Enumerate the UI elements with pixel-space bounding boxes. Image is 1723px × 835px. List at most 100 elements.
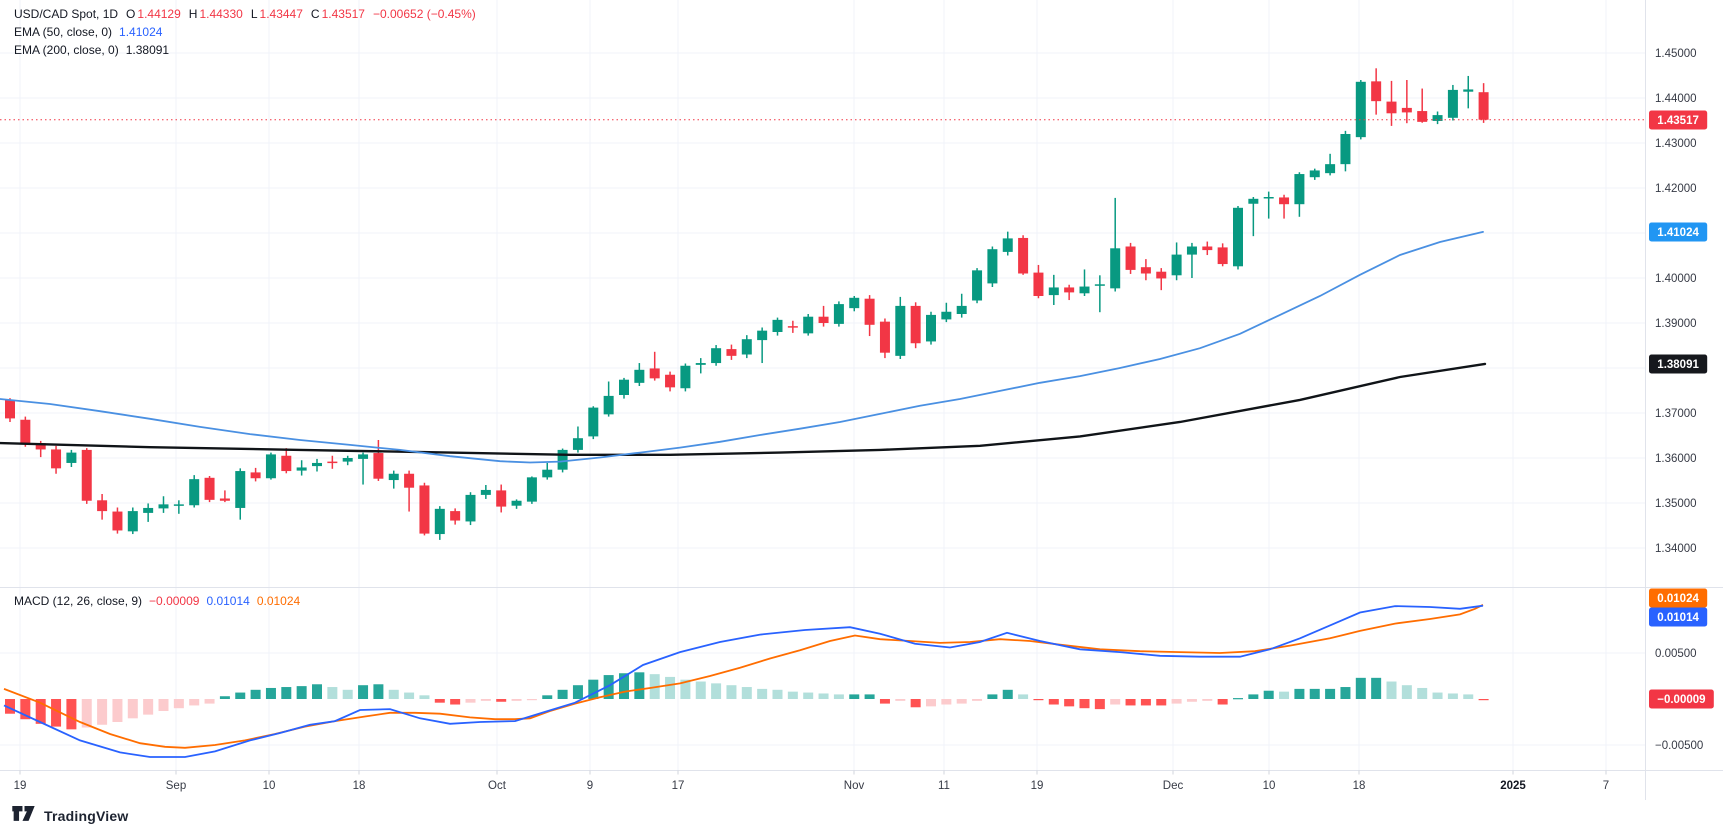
candle [1186, 246, 1197, 255]
macd-signal-line [3, 603, 1484, 749]
macd-hist-bar [312, 684, 322, 699]
candle [66, 452, 77, 463]
candle [1171, 254, 1182, 276]
macd-hist-bar [1463, 694, 1474, 699]
price-axis[interactable]: 1.45000 1.44000 1.43000 1.42000 1.40000 1.390… [1655, 48, 1703, 752]
time-axis-label: 18 [353, 780, 366, 792]
macd-hist-bar [910, 699, 921, 708]
candle [388, 473, 399, 481]
candle [265, 454, 276, 479]
macd-hist-bar [1401, 685, 1412, 699]
time-axis-label: 9 [587, 780, 593, 792]
candle [173, 504, 184, 506]
macd-hist-bar [1156, 699, 1167, 706]
candle [542, 469, 553, 478]
macd-hist-bar [757, 688, 768, 699]
macd-hist-bar [1079, 699, 1090, 709]
candle [695, 363, 706, 365]
macd-hist-bar [342, 689, 353, 699]
candle [726, 349, 737, 356]
time-axis-label: 10 [263, 780, 276, 792]
time-axis[interactable]: 19 Sep 10 18 Oct 9 17 Nov 11 19 Dec 10 18 2025 7 [14, 770, 1610, 793]
candle [1340, 134, 1351, 165]
price-axis-label: 1.45000 [1655, 48, 1697, 60]
macd-label: MACD (12, 26, close, 9) [14, 594, 143, 608]
candle [1263, 197, 1274, 199]
candle [1386, 101, 1397, 114]
macd-hist-bar [987, 694, 998, 699]
macd-hist-bar [818, 693, 829, 699]
candle [1018, 237, 1029, 274]
macd-hist-bar [281, 687, 292, 699]
candle [1202, 246, 1213, 251]
close-value: 1.43517 [321, 7, 365, 21]
macd-hist-bar [1386, 681, 1397, 699]
candle [1233, 207, 1243, 267]
macd-hist-bar [941, 699, 952, 705]
candle [143, 507, 154, 513]
candle [1094, 284, 1105, 286]
macd-hist-bar [1171, 699, 1182, 704]
candle [465, 494, 476, 522]
macd-hist-bar [388, 689, 399, 699]
candle [864, 298, 875, 325]
macd-legend-row[interactable]: MACD (12, 26, close, 9) −0.00009 0.01014 0.… [14, 594, 300, 608]
ema50-legend-row[interactable]: EMA (50, close, 0) 1.41024 [14, 25, 162, 39]
macd-hist-bar [511, 699, 522, 701]
macd-hist-bar [1309, 688, 1320, 699]
macd-hist-bar [1478, 699, 1489, 701]
macd-hist-bar [665, 676, 676, 699]
macd-hist-bar [127, 699, 138, 719]
tradingview-logo[interactable]: TradingView [12, 806, 128, 825]
candle [1064, 287, 1075, 293]
svg-text:−0.00009: −0.00009 [1657, 694, 1705, 706]
macd-hist-bar [112, 699, 123, 722]
price-axis-label: 1.35000 [1655, 498, 1697, 510]
macd-hist-bar [864, 694, 875, 699]
candle [849, 297, 860, 309]
ema200-legend-row[interactable]: EMA (200, close, 0) 1.38091 [14, 43, 169, 57]
macd-hist-bar [1294, 688, 1305, 699]
macd-hist-bar [879, 699, 890, 704]
candle [296, 467, 307, 471]
candle [235, 471, 246, 508]
candle [219, 498, 230, 501]
price-axis-label: 1.36000 [1655, 453, 1697, 465]
close-key: C [310, 7, 320, 21]
macd-histogram [5, 672, 1489, 730]
macd-hist-bar [1018, 694, 1029, 699]
macd-hist-bar [619, 673, 629, 699]
change-value: −0.00652 (−0.45%) [372, 7, 476, 21]
candle [5, 399, 15, 419]
candle [434, 508, 445, 535]
candle [1447, 89, 1458, 118]
candlestick-series [5, 68, 1489, 540]
candle [1294, 174, 1305, 205]
candle [910, 305, 921, 344]
macd-hist-bar [465, 699, 476, 703]
axis-price-badge: 1.43517 [1649, 110, 1708, 130]
svg-text:1.38091: 1.38091 [1657, 359, 1699, 371]
svg-text:1.41024: 1.41024 [1657, 227, 1699, 239]
macd-hist-bar [20, 699, 31, 720]
ema200-value: 1.38091 [125, 43, 170, 57]
candle [1002, 238, 1013, 252]
macd-hist-bar [1217, 699, 1228, 705]
candle [112, 511, 123, 531]
macd-hist-bar [434, 699, 445, 703]
candle [1309, 170, 1320, 178]
candle [127, 511, 138, 532]
macd-hist-bar [634, 672, 645, 699]
candle [373, 453, 384, 479]
time-axis-label: Nov [844, 780, 865, 792]
candle [757, 330, 768, 341]
candle [987, 249, 998, 284]
macd-hist-bar [526, 699, 537, 701]
svg-text:0.01024: 0.01024 [1657, 593, 1699, 605]
macd-hist-bar [1094, 699, 1105, 710]
candle [189, 479, 200, 506]
symbol-legend-row[interactable]: USD/CAD Spot, 1D O 1.44129 H 1.44330 L 1.43447… [14, 7, 476, 21]
time-axis-label: Dec [1163, 780, 1184, 792]
